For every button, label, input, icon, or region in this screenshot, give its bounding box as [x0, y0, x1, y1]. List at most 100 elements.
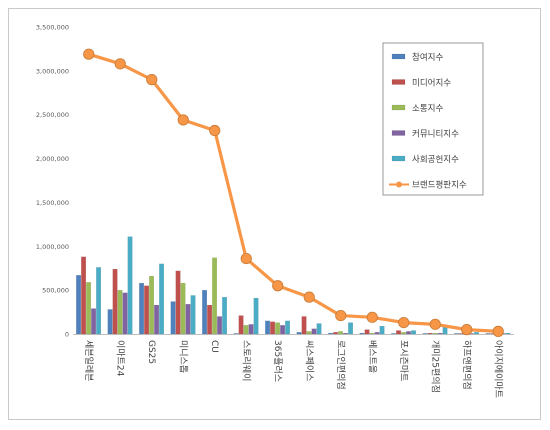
bar-참여지수-하프앤편의점: [454, 333, 459, 335]
x-tick-label: 스토리웨이: [240, 340, 252, 381]
bar-사회공헌지수-로그인편의점: [348, 322, 353, 335]
legend-swatch-사회공헌지수: [391, 155, 406, 162]
point-브랜드평판지수-365플러스: [272, 280, 284, 292]
bar-참여지수-미니스톱: [170, 301, 176, 335]
bar-미디어지수-CU: [207, 304, 212, 335]
bar-미디어지수-스토리웨이: [238, 315, 244, 335]
bar-미디어지수-365플러스: [270, 321, 275, 335]
point-브랜드평판지수-이마트24: [114, 58, 126, 70]
bar-참여지수-개미25편의점: [422, 333, 428, 335]
bar-참여지수-포시즌마트: [391, 333, 396, 335]
x-tick-label: 아이지에이마트: [492, 340, 503, 398]
bar-미디어지수-씨스페이스: [301, 316, 307, 335]
bar-사회공헌지수-개미25편의점: [442, 326, 448, 335]
bar-커뮤니티지수-365플러스: [280, 325, 285, 335]
bar-사회공헌지수-하프앤편의점: [474, 332, 479, 335]
bar-커뮤니티지수-씨스페이스: [311, 328, 317, 335]
legend-label: 참여지수: [412, 52, 443, 63]
legend-swatch-참여지수: [391, 53, 406, 60]
bar-사회공헌지수-씨스페이스: [316, 323, 322, 335]
bar-참여지수-아이지에이마트: [485, 333, 491, 335]
bar-소통지수-개미25편의점: [432, 332, 438, 335]
point-브랜드평판지수-미니스톱: [177, 114, 189, 126]
y-tick-label: 2,500,000: [36, 111, 69, 119]
brand-reputation-chart: 0 500,000 1,000,000 1,500,000 2,000,000 2,500…: [36, 24, 514, 398]
x-tick-label: 365플러스: [272, 340, 283, 382]
bar-사회공헌지수-CU: [222, 297, 227, 335]
bar-소통지수-세븐일레븐: [86, 282, 91, 335]
point-브랜드평판지수-CU: [209, 124, 221, 137]
bar-커뮤니티지수-포시즌마트: [406, 331, 411, 335]
legend-swatch-미디어지수: [391, 79, 406, 85]
legend-swatch-커뮤니티지수: [391, 130, 406, 136]
y-tick-label: 3,500,000: [36, 24, 69, 32]
bar-커뮤니티지수-베스트올: [374, 332, 380, 335]
bar-소통지수-로그인편의점: [338, 331, 343, 335]
point-브랜드평판지수-로그인편의점: [335, 309, 347, 322]
point-브랜드평판지수-세븐일레븐: [83, 48, 95, 60]
bar-참여지수-이마트24: [107, 309, 113, 335]
bar-커뮤니티지수-세븐일레븐: [91, 308, 96, 335]
bar-소통지수-베스트올: [369, 332, 375, 335]
chart-frame: 0 500,000 1,000,000 1,500,000 2,000,000 2,500…: [8, 8, 541, 420]
bar-참여지수-스토리웨이: [233, 333, 239, 335]
x-tick-label: 베스트올: [366, 340, 377, 373]
point-브랜드평판지수-GS25: [146, 74, 158, 86]
bar-참여지수-CU: [202, 289, 207, 335]
bar-커뮤니티지수-GS25: [154, 304, 159, 335]
bar-미디어지수-로그인편의점: [333, 332, 338, 335]
x-tick-label: 하프앤편의점: [461, 340, 473, 390]
bar-사회공헌지수-스토리웨이: [253, 297, 259, 335]
legend-swatch-marker-브랜드평판지수: [396, 181, 402, 188]
bar-커뮤니티지수-로그인편의점: [343, 332, 348, 335]
bar-미디어지수-세븐일레븐: [81, 256, 86, 335]
bar-사회공헌지수-아이지에이마트: [505, 332, 511, 335]
point-브랜드평판지수-개미25편의점: [429, 318, 441, 330]
bar-사회공헌지수-미니스톱: [190, 295, 196, 335]
bar-커뮤니티지수-이마트24: [122, 292, 128, 335]
bar-사회공헌지수-세븐일레븐: [96, 267, 101, 335]
legend-swatch-소통지수: [391, 104, 406, 111]
bar-사회공헌지수-포시즌마트: [411, 330, 416, 335]
bar-사회공헌지수-베스트올: [379, 325, 385, 335]
x-tick-label: 로그인편의점: [335, 340, 347, 390]
x-tick-label: 미니스톱: [177, 340, 188, 373]
bar-사회공헌지수-365플러스: [285, 320, 290, 335]
point-브랜드평판지수-아이지에이마트: [492, 325, 504, 337]
y-tick-label: 1,000,000: [36, 243, 69, 251]
x-tick-label: 씨스페이스: [303, 340, 314, 381]
bar-소통지수-GS25: [149, 275, 154, 335]
bar-소통지수-씨스페이스: [306, 331, 312, 335]
x-tick-label: CU: [209, 340, 219, 353]
point-브랜드평판지수-하프앤편의점: [461, 324, 473, 336]
legend-label: 커뮤니티지수: [412, 129, 459, 140]
x-tick-label: 포시즌마트: [398, 340, 409, 381]
y-tick-label: 500,000: [42, 287, 69, 295]
bar-참여지수-세븐일레븐: [76, 275, 81, 335]
x-tick-label: 세븐일레븐: [83, 340, 94, 381]
bar-미디어지수-포시즌마트: [396, 330, 401, 335]
legend-label: 소통지수: [412, 104, 443, 114]
bar-미디어지수-이마트24: [112, 268, 118, 335]
legend-label: 사회공헌지수: [412, 155, 459, 165]
bar-미디어지수-개미25편의점: [427, 332, 433, 335]
x-tick-label: 이마트24: [114, 340, 125, 377]
bar-미디어지수-베스트올: [364, 329, 370, 335]
bar-미디어지수-미니스톱: [175, 270, 181, 335]
point-브랜드평판지수-씨스페이스: [303, 291, 315, 303]
bar-커뮤니티지수-CU: [217, 316, 222, 335]
bar-커뮤니티지수-미니스톱: [185, 304, 191, 335]
bar-사회공헌지수-이마트24: [127, 236, 133, 335]
bar-참여지수-365플러스: [265, 320, 270, 335]
bar-커뮤니티지수-스토리웨이: [248, 324, 254, 335]
y-tick-label: 3,000,000: [36, 67, 69, 75]
x-tick-label: 개미25편의점: [429, 340, 441, 393]
point-브랜드평판지수-포시즌마트: [398, 316, 410, 329]
bar-참여지수-씨스페이스: [296, 332, 302, 335]
bar-소통지수-365플러스: [275, 322, 280, 335]
bar-소통지수-미니스톱: [180, 282, 186, 335]
bar-소통지수-포시즌마트: [401, 332, 406, 335]
bar-참여지수-GS25: [139, 282, 144, 335]
bar-소통지수-스토리웨이: [243, 325, 249, 335]
bar-미디어지수-GS25: [144, 285, 149, 335]
